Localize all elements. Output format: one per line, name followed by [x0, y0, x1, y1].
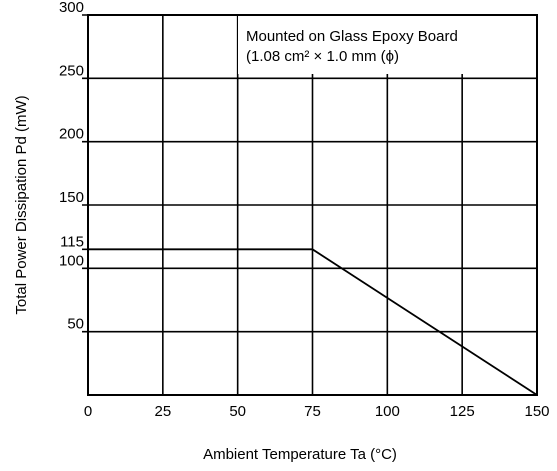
x-tick-label: 150 — [524, 403, 549, 420]
annotation: (1.08 cm² × 1.0 mm (ϕ) — [246, 48, 399, 65]
y-tick-label: 100 — [59, 252, 84, 269]
x-tick-label: 0 — [84, 403, 92, 420]
data-line — [88, 248, 538, 396]
y-axis-label: Total Power Dissipation Pd (mW) — [13, 95, 30, 314]
y-tick-label: 200 — [59, 126, 84, 143]
y-tick-label: 300 — [59, 0, 84, 16]
y-tick-label: 50 — [67, 316, 84, 333]
x-tick-label: 50 — [229, 403, 246, 420]
y-tick-label: 150 — [59, 189, 84, 206]
y-tick-label: 115 — [60, 233, 84, 250]
x-tick-label: 25 — [154, 403, 171, 420]
x-axis-label: Ambient Temperature Ta (°C) — [203, 446, 397, 463]
x-tick-label: 125 — [450, 403, 475, 420]
annotation-box — [238, 16, 536, 74]
annotation: Mounted on Glass Epoxy Board — [246, 28, 458, 45]
x-tick-label: 100 — [375, 403, 400, 420]
plot-frame — [87, 14, 538, 396]
x-tick-label: 75 — [304, 403, 321, 420]
y-tick-label: 250 — [59, 62, 84, 79]
